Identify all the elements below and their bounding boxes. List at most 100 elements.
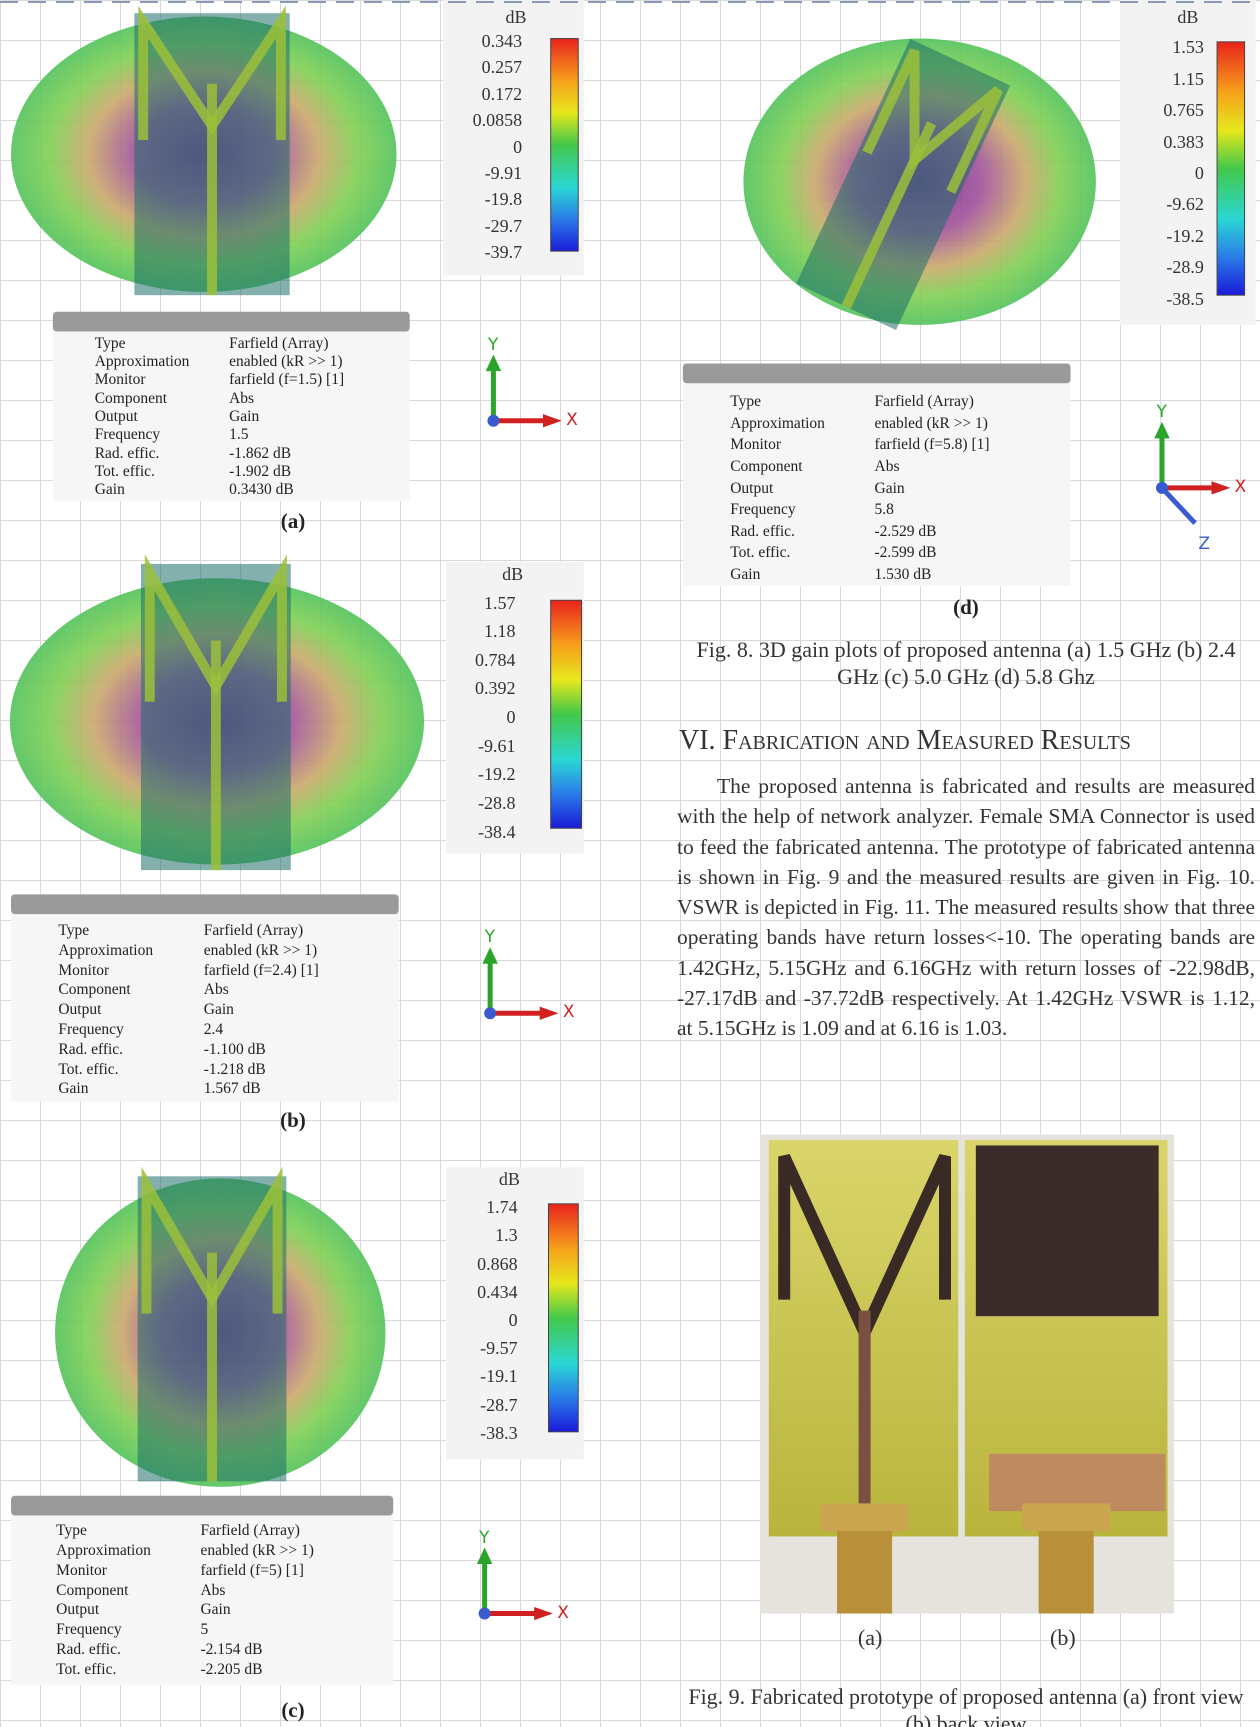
panel-label: (a) xyxy=(281,509,306,534)
info-key: Frequency xyxy=(95,426,160,444)
info-value: farfield (f=1.5) [1] xyxy=(229,371,344,389)
colorbar xyxy=(551,600,582,828)
info-value: Gain xyxy=(229,408,259,426)
colorbar-label: -9.61 xyxy=(478,736,516,757)
info-value: 1.567 dB xyxy=(204,1080,261,1098)
ground-strip xyxy=(989,1454,1165,1511)
axis-label: X xyxy=(566,410,578,430)
axis-label: X xyxy=(563,1002,575,1022)
colorbar-label: -9.57 xyxy=(480,1338,518,1359)
info-key: Rad. effic. xyxy=(56,1641,121,1659)
info-key: Approximation xyxy=(730,415,825,433)
axis-label: Y xyxy=(479,1528,489,1548)
colorbar-label: 0.383 xyxy=(1163,132,1204,153)
info-key: Type xyxy=(95,335,126,353)
connector-base xyxy=(821,1503,909,1531)
info-value: Abs xyxy=(200,1582,225,1600)
info-value: 0.3430 dB xyxy=(229,481,294,499)
axis-label: Y xyxy=(485,927,495,947)
info-value: -2.529 dB xyxy=(875,523,937,541)
axis-label: X xyxy=(1235,477,1247,497)
axis-origin xyxy=(479,1608,491,1620)
antenna xyxy=(141,564,291,870)
colorbar-label: 1.15 xyxy=(1172,69,1204,90)
info-value: enabled (kR >> 1) xyxy=(875,415,988,433)
ground xyxy=(976,1145,1159,1316)
info-value: Abs xyxy=(229,390,254,408)
info-value: Farfield (Array) xyxy=(204,922,303,940)
colorbar-label: 0.765 xyxy=(1163,100,1204,121)
info-value: 5.8 xyxy=(875,501,894,519)
info-value: 1.5 xyxy=(229,426,248,444)
info-key: Tot. effic. xyxy=(58,1061,118,1079)
colorbar-label: 1.74 xyxy=(486,1197,518,1218)
info-header xyxy=(683,363,1071,383)
info-key: Output xyxy=(95,408,138,426)
axis-origin xyxy=(484,1007,496,1019)
colorbar-label: -38.4 xyxy=(478,822,516,843)
colorbar xyxy=(1217,42,1245,295)
colorbar-label: -19.8 xyxy=(485,189,523,210)
panel-label: (c) xyxy=(281,1698,304,1723)
colorbar-label: 0.0858 xyxy=(473,110,523,131)
colorbar-label: 1.18 xyxy=(484,621,516,642)
panel-label: (d) xyxy=(953,595,979,620)
colorbar-label: 0.172 xyxy=(482,84,523,105)
arrow xyxy=(534,1607,553,1620)
info-header xyxy=(11,1496,393,1516)
arrow xyxy=(543,414,562,427)
axis-z xyxy=(1162,488,1195,523)
axis-label: Y xyxy=(488,335,498,355)
colorbar-label: -29.7 xyxy=(485,216,523,237)
info-key: Approximation xyxy=(95,353,190,371)
info-key: Gain xyxy=(730,566,760,584)
colorbar-label: -38.5 xyxy=(1166,289,1204,310)
info-value: Abs xyxy=(875,458,900,476)
colorbar-label: -19.2 xyxy=(478,764,516,785)
axis-label: Y xyxy=(1156,402,1166,422)
info-key: Rad. effic. xyxy=(95,445,160,463)
colorbar-label: 1.53 xyxy=(1172,37,1204,58)
info-value: Farfield (Array) xyxy=(229,335,328,353)
info-value: Gain xyxy=(875,480,905,498)
colorbar-label: -39.7 xyxy=(485,242,523,263)
colorbar-label: 0.343 xyxy=(482,31,523,52)
info-header xyxy=(53,312,410,332)
info-value: farfield (f=5) [1] xyxy=(200,1562,303,1580)
info-key: Frequency xyxy=(730,501,795,519)
section-heading: VI. Fabrication and Measured Results xyxy=(679,725,1131,757)
colorbar-unit: dB xyxy=(499,1169,520,1190)
info-key: Output xyxy=(56,1601,99,1619)
info-key: Type xyxy=(730,393,761,411)
info-value: 5 xyxy=(200,1621,208,1639)
info-value: Gain xyxy=(200,1601,230,1619)
info-value: Gain xyxy=(204,1001,234,1019)
colorbar-label: 0 xyxy=(509,1310,518,1331)
arrow xyxy=(1212,481,1231,494)
info-key: Tot. effic. xyxy=(95,463,155,481)
colorbar-label: -19.2 xyxy=(1166,226,1204,247)
subfigure-label: (a) xyxy=(858,1625,882,1651)
info-value: -2.154 dB xyxy=(200,1641,262,1659)
info-value: Abs xyxy=(204,981,229,999)
info-key: Type xyxy=(58,922,89,940)
axis-origin xyxy=(487,415,499,427)
paragraph: The proposed antenna is fabricated and r… xyxy=(677,771,1255,1044)
info-value: -2.205 dB xyxy=(200,1661,262,1679)
antenna xyxy=(138,1176,287,1481)
figure-caption: Fig. 8. 3D gain plots of proposed antenn… xyxy=(676,636,1256,690)
info-value: 2.4 xyxy=(204,1021,223,1039)
panel-label: (b) xyxy=(280,1108,306,1133)
info-key: Monitor xyxy=(730,436,781,454)
arrow xyxy=(1154,422,1169,439)
info-key: Frequency xyxy=(58,1021,123,1039)
colorbar xyxy=(548,1204,578,1432)
info-key: Approximation xyxy=(58,942,153,960)
info-key: Monitor xyxy=(95,371,146,389)
colorbar-label: 0.392 xyxy=(475,678,516,699)
axis-label: X xyxy=(557,1603,569,1623)
info-key: Output xyxy=(58,1001,101,1019)
colorbar-label: -28.9 xyxy=(1166,257,1204,278)
info-value: Farfield (Array) xyxy=(875,393,974,411)
info-key: Component xyxy=(95,390,167,408)
